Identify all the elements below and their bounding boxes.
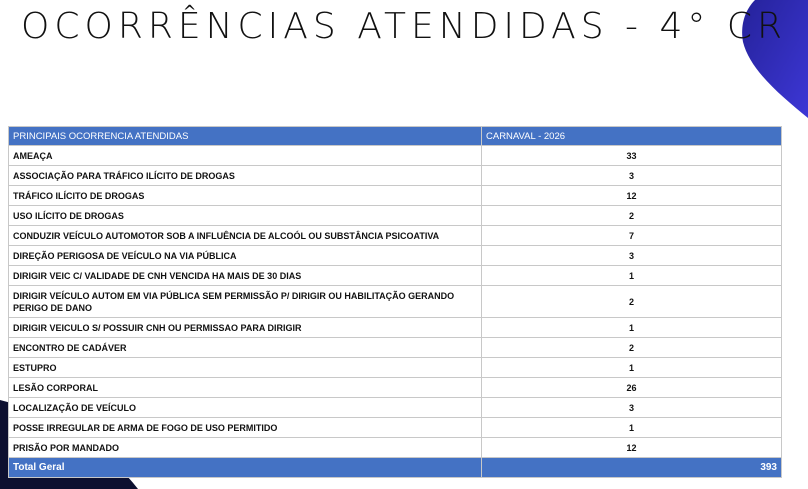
occurrence-count: 3 xyxy=(481,245,782,266)
occurrence-count: 3 xyxy=(481,397,782,418)
occurrence-label: DIRIGIR VEICULO S/ POSSUIR CNH OU PERMIS… xyxy=(8,317,482,338)
occurrence-label: ENCONTRO DE CADÁVER xyxy=(8,337,482,358)
table-row: PRISÃO POR MANDADO 12 xyxy=(8,437,782,458)
occurrence-count: 33 xyxy=(481,145,782,166)
table-row: ASSOCIAÇÃO PARA TRÁFICO ILÍCITO DE DROGA… xyxy=(8,165,782,186)
occurrence-count: 1 xyxy=(481,357,782,378)
occurrence-count: 12 xyxy=(481,437,782,458)
header-period: CARNAVAL - 2026 xyxy=(481,126,782,146)
header-occurrence: PRINCIPAIS OCORRENCIA ATENDIDAS xyxy=(8,126,482,146)
occurrence-label: PRISÃO POR MANDADO xyxy=(8,437,482,458)
occurrence-count: 26 xyxy=(481,377,782,398)
table-row: POSSE IRREGULAR DE ARMA DE FOGO DE USO P… xyxy=(8,417,782,438)
table-row: ENCONTRO DE CADÁVER 2 xyxy=(8,337,782,358)
occurrence-label: TRÁFICO ILÍCITO DE DROGAS xyxy=(8,185,482,206)
occurrence-label: DIREÇÃO PERIGOSA DE VEÍCULO NA VIA PÚBLI… xyxy=(8,245,482,266)
occurrence-label: USO ILÍCITO DE DROGAS xyxy=(8,205,482,226)
table-row: CONDUZIR VEÍCULO AUTOMOTOR SOB A INFLUÊN… xyxy=(8,225,782,246)
table-row: DIRIGIR VEÍCULO AUTOM EM VIA PÚBLICA SEM… xyxy=(8,285,782,318)
occurrence-label: LESÃO CORPORAL xyxy=(8,377,482,398)
occurrence-label: AMEAÇA xyxy=(8,145,482,166)
table-row: ESTUPRO 1 xyxy=(8,357,782,378)
occurrence-label: DIRIGIR VEÍCULO AUTOM EM VIA PÚBLICA SEM… xyxy=(8,285,482,318)
occurrences-table: PRINCIPAIS OCORRENCIA ATENDIDAS CARNAVAL… xyxy=(8,126,782,478)
total-value: 393 xyxy=(481,457,782,478)
table-row: DIRIGIR VEICULO S/ POSSUIR CNH OU PERMIS… xyxy=(8,317,782,338)
occurrence-label: ESTUPRO xyxy=(8,357,482,378)
table-row: USO ILÍCITO DE DROGAS 2 xyxy=(8,205,782,226)
total-label: Total Geral xyxy=(8,457,482,478)
occurrence-label: CONDUZIR VEÍCULO AUTOMOTOR SOB A INFLUÊN… xyxy=(8,225,482,246)
occurrence-count: 7 xyxy=(481,225,782,246)
occurrence-label: POSSE IRREGULAR DE ARMA DE FOGO DE USO P… xyxy=(8,417,482,438)
table-row: DIREÇÃO PERIGOSA DE VEÍCULO NA VIA PÚBLI… xyxy=(8,245,782,266)
occurrence-count: 1 xyxy=(481,265,782,286)
total-row: Total Geral 393 xyxy=(8,457,782,478)
table-row: AMEAÇA 33 xyxy=(8,145,782,166)
table-header-row: PRINCIPAIS OCORRENCIA ATENDIDAS CARNAVAL… xyxy=(8,126,782,146)
decorative-blue-shape xyxy=(742,0,808,118)
table-row: LOCALIZAÇÃO DE VEÍCULO 3 xyxy=(8,397,782,418)
occurrence-count: 1 xyxy=(481,317,782,338)
occurrence-count: 3 xyxy=(481,165,782,186)
occurrence-label: ASSOCIAÇÃO PARA TRÁFICO ILÍCITO DE DROGA… xyxy=(8,165,482,186)
table-row: LESÃO CORPORAL 26 xyxy=(8,377,782,398)
table-row: TRÁFICO ILÍCITO DE DROGAS 12 xyxy=(8,185,782,206)
occurrence-label: LOCALIZAÇÃO DE VEÍCULO xyxy=(8,397,482,418)
occurrence-count: 1 xyxy=(481,417,782,438)
occurrence-label: DIRIGIR VEIC C/ VALIDADE DE CNH VENCIDA … xyxy=(8,265,482,286)
occurrence-count: 2 xyxy=(481,205,782,226)
page-title: OCORRÊNCIAS ATENDIDAS - 4° CR xyxy=(21,6,787,47)
occurrence-count: 2 xyxy=(481,337,782,358)
occurrence-count: 12 xyxy=(481,185,782,206)
table-row: DIRIGIR VEIC C/ VALIDADE DE CNH VENCIDA … xyxy=(8,265,782,286)
occurrence-count: 2 xyxy=(481,285,782,318)
